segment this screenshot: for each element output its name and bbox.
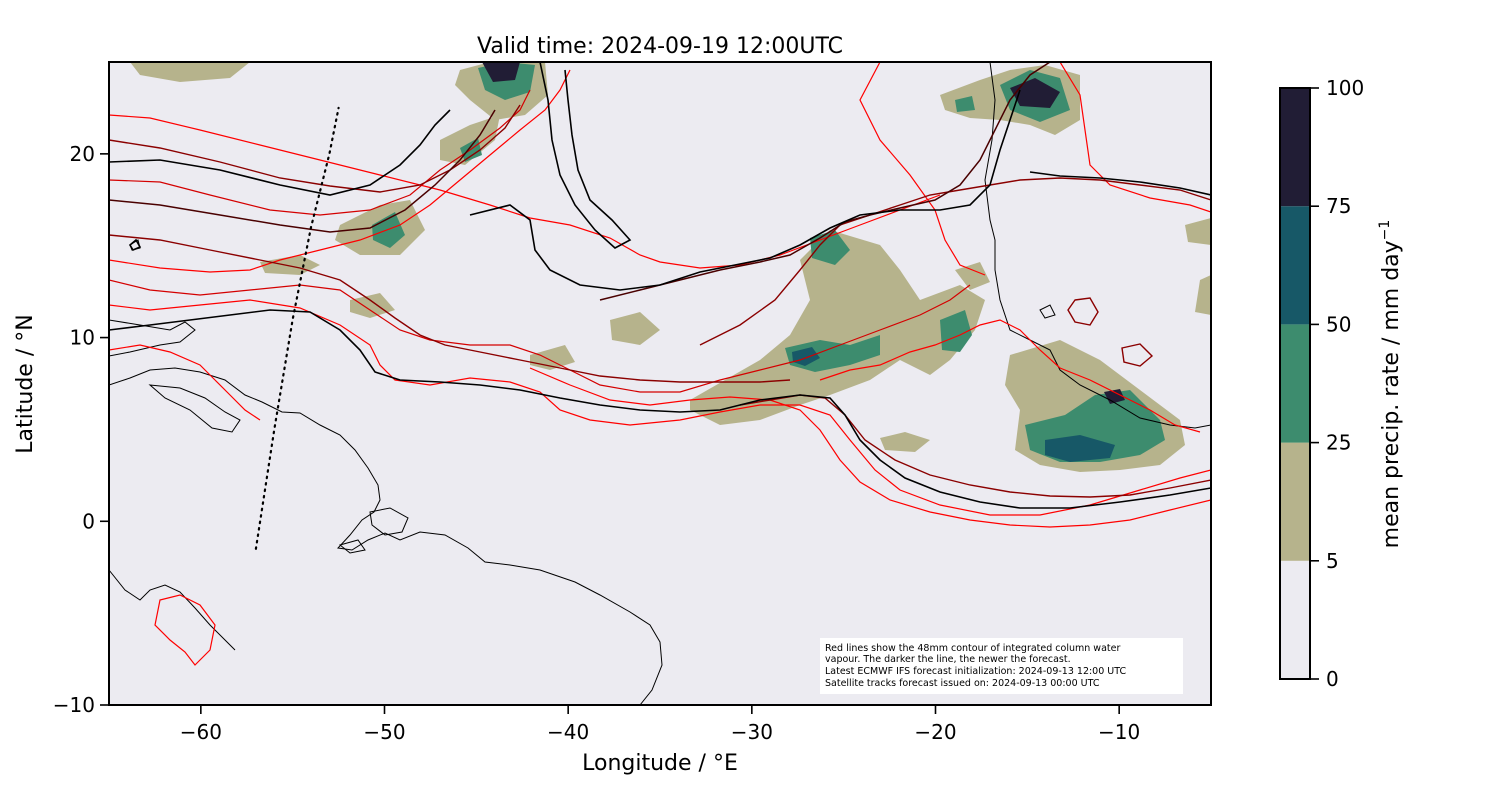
- x-tick-label: −60: [180, 720, 222, 744]
- contour-line: [154, 594, 216, 666]
- satellite-track: [254, 106, 340, 550]
- island-coastline: [369, 507, 409, 536]
- contour-line: [819, 319, 1201, 433]
- x-tick-label: −40: [547, 720, 589, 744]
- colorbar-tick-label: 75: [1326, 194, 1351, 218]
- africa-coastline: [984, 62, 1211, 429]
- precip-patch: [880, 432, 930, 452]
- precip-patch: [482, 62, 520, 82]
- y-tick-label: −10: [53, 693, 95, 717]
- caribbean-coastline: [148, 384, 241, 433]
- contour-line: [539, 62, 632, 249]
- y-tick-label: 0: [82, 509, 95, 533]
- precip-patch: [1104, 389, 1125, 404]
- contour-line: [109, 69, 571, 273]
- contour-line: [1121, 343, 1154, 367]
- x-tick-label: −20: [914, 720, 956, 744]
- precip-patch: [955, 96, 975, 112]
- info-note-line: vapour. The darker the line, the newer t…: [825, 654, 1071, 665]
- colorbar-tick-label: 50: [1326, 312, 1351, 336]
- precip-patch: [610, 312, 660, 345]
- precip-patch: [350, 293, 395, 318]
- contour-line: [469, 89, 1021, 291]
- colorbar-ticks: 0 5 25 50 75 100: [1310, 76, 1364, 691]
- colorbar-tick-label: 0: [1326, 667, 1339, 691]
- contour-line: [109, 234, 791, 383]
- colorbar-band: [1280, 88, 1310, 207]
- map-area: Red lines show the 48mm contour of integ…: [108, 61, 1212, 706]
- x-tick-label: −30: [731, 720, 773, 744]
- contour-line: [1067, 297, 1099, 326]
- x-tick-label: −10: [1098, 720, 1140, 744]
- precip-patch: [940, 310, 972, 352]
- contour-line: [109, 109, 451, 196]
- info-note-box: [820, 638, 1183, 694]
- colorbar-band: [1280, 206, 1310, 325]
- colorbar-tick-label: 25: [1326, 431, 1351, 455]
- x-axis-label: Longitude / °E: [582, 751, 738, 776]
- contour-line: [859, 62, 986, 276]
- colorbar-label-exponent: −1: [1377, 220, 1393, 241]
- contour-line: [109, 89, 531, 216]
- y-axis: 20 10 0 −10: [53, 142, 109, 717]
- colorbar: 0 5 25 50 75 100 mean precip. rate / mm day−1: [1279, 76, 1404, 691]
- contour-line: [109, 109, 496, 233]
- info-note: Red lines show the 48mm contour of integ…: [820, 638, 1183, 694]
- y-axis-label: Latitude / °N: [13, 314, 38, 453]
- contour-line: [109, 104, 521, 193]
- colorbar-bands: [1280, 88, 1310, 679]
- contour-line: [1029, 171, 1211, 196]
- precip-patch: [1195, 275, 1211, 315]
- contour-line: [529, 367, 1211, 528]
- island-coastline: [338, 539, 366, 554]
- precip-patch: [130, 62, 250, 82]
- coastline-small: [109, 569, 236, 651]
- contour-line: [128, 238, 142, 252]
- info-note-line: Latest ECMWF IFS forecast initialization…: [825, 666, 1126, 677]
- coastlines: [109, 62, 1211, 705]
- caribbean-coastline: [109, 319, 196, 357]
- x-tick-label: −50: [363, 720, 405, 744]
- colorbar-band: [1280, 442, 1310, 561]
- colorbar-band: [1280, 560, 1310, 679]
- contour-line: [109, 344, 261, 421]
- colorbar-frame: [1279, 87, 1311, 680]
- precip-patch: [1185, 218, 1211, 245]
- colorbar-label-text: mean precip. rate / mm day: [1379, 240, 1404, 548]
- contour-line: [109, 309, 1211, 509]
- precip-patch: [792, 347, 820, 366]
- y-tick-label: 20: [70, 142, 95, 166]
- cape-verde-coastline: [1039, 304, 1056, 319]
- precipitation-field: [130, 62, 1211, 472]
- contour-line: [109, 279, 971, 393]
- precip-patch: [690, 230, 985, 425]
- info-note-line: Satellite tracks forecast issued on: 202…: [825, 678, 1100, 689]
- colorbar-label: mean precip. rate / mm day−1: [1377, 220, 1404, 549]
- x-axis: −60 −50 −40 −30 −20 −10: [180, 705, 1140, 744]
- y-tick-label: 10: [70, 326, 95, 350]
- precip-patch: [372, 212, 405, 248]
- precip-patch: [1045, 435, 1115, 462]
- water-vapour-contours: [109, 62, 1211, 666]
- info-note-line: Red lines show the 48mm contour of integ…: [825, 643, 1120, 654]
- contour-line: [1059, 62, 1211, 213]
- map-frame: [108, 61, 1212, 706]
- colorbar-tick-label: 100: [1326, 76, 1364, 100]
- south-america-coastline: [109, 367, 663, 705]
- precip-patch: [955, 262, 990, 290]
- colorbar-tick-label: 5: [1326, 549, 1339, 573]
- contour-line: [109, 299, 1211, 516]
- colorbar-band: [1280, 324, 1310, 443]
- contour-line: [699, 177, 1211, 346]
- contour-line: [599, 62, 1051, 301]
- map-title: Valid time: 2024-09-19 12:00UTC: [477, 34, 843, 59]
